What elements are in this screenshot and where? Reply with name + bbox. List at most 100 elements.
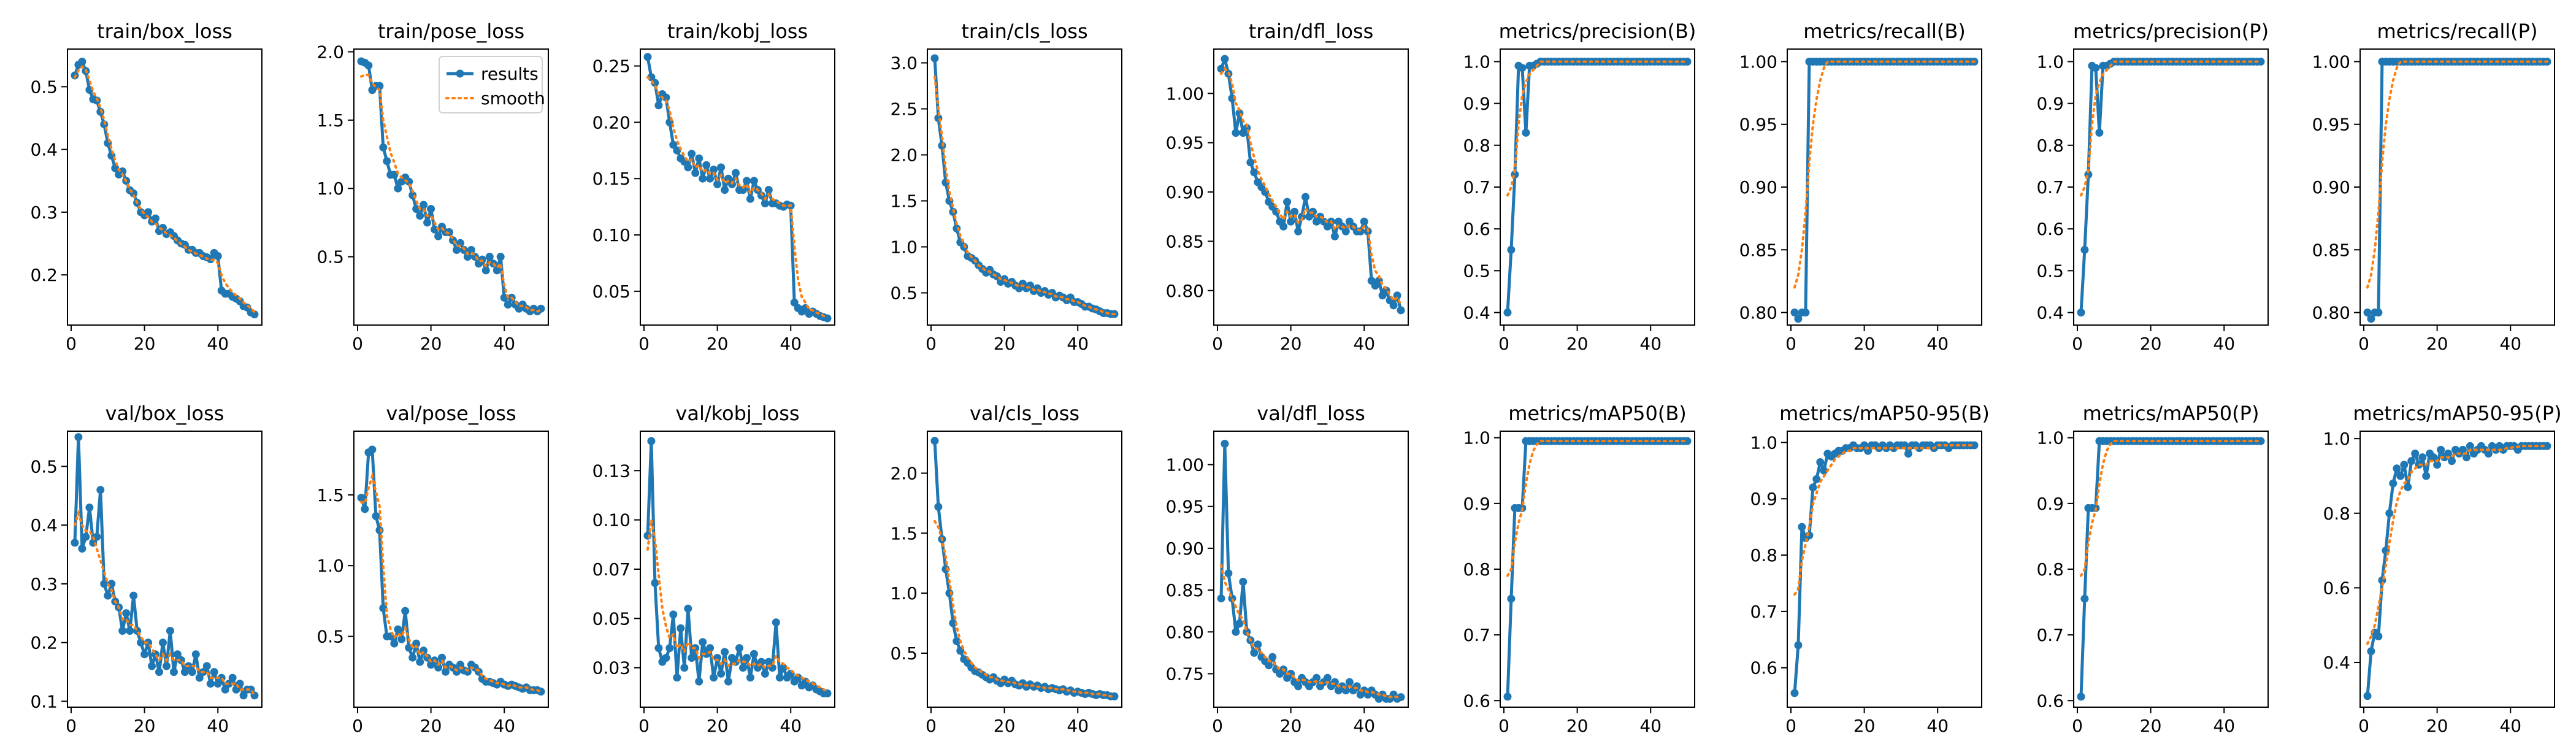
- results-point: [1683, 58, 1692, 66]
- legend-results-marker: [456, 69, 464, 78]
- results-point: [654, 101, 663, 110]
- y-tick-label: 0.4: [30, 140, 58, 160]
- plot-frame: [927, 48, 1122, 326]
- plot-frame: [1500, 431, 1695, 708]
- x-tick-label: 0: [2358, 334, 2369, 354]
- results-point: [2374, 632, 2383, 640]
- y-tick-label: 0.75: [1166, 664, 1204, 684]
- results-point: [1239, 578, 1248, 586]
- y-tick-label: 0.85: [2312, 240, 2350, 260]
- smooth-line: [646, 519, 829, 693]
- panel: metrics/mAP50(B) 0 20 40 0.6 0.7 0.8 0.9 1.0: [1463, 402, 1695, 736]
- y-tick-label: 1.0: [316, 178, 344, 199]
- plot-frame: [67, 48, 263, 326]
- results-point: [1265, 661, 1273, 670]
- y-tick-label: 1.5: [890, 191, 918, 212]
- y-tick-label: 0.05: [592, 282, 631, 302]
- legend: results smooth: [439, 56, 545, 113]
- y-tick-label: 0.4: [2036, 303, 2064, 323]
- plot-frame: [640, 48, 835, 326]
- y-tick-label: 0.6: [2323, 578, 2350, 598]
- results-point: [416, 212, 424, 220]
- results-point: [213, 252, 222, 260]
- results-point: [159, 638, 167, 647]
- y-tick-label: 0.5: [30, 456, 58, 477]
- results-point: [647, 437, 656, 445]
- x-tick-label: 0: [638, 716, 650, 736]
- legend-smooth-label: smooth: [481, 88, 545, 109]
- panel: train/kobj_loss 0 20 40 0.05 0.10 0.15 0.20 0.25: [592, 20, 835, 354]
- results-point: [2418, 453, 2427, 462]
- results-point: [1503, 692, 1512, 701]
- results-point: [2433, 461, 2442, 469]
- smooth-line: [1220, 564, 1402, 699]
- y-tick-label: 1.0: [1750, 432, 1777, 453]
- results-point: [684, 163, 692, 172]
- y-tick-label: 1.0: [1463, 428, 1490, 448]
- x-tick-label: 40: [493, 334, 515, 354]
- results-point: [129, 591, 138, 600]
- y-tick-label: 0.9: [1463, 494, 1490, 514]
- plot-frame: [2359, 48, 2555, 326]
- results-point: [2463, 453, 2471, 462]
- results-point: [746, 673, 754, 682]
- results-point: [732, 169, 740, 177]
- x-tick-label: 40: [1067, 334, 1089, 354]
- y-tick-label: 0.8: [1750, 545, 1777, 565]
- results-point: [2543, 442, 2551, 450]
- x-tick-label: 40: [1067, 716, 1089, 736]
- results-line: [359, 448, 542, 693]
- results-point: [699, 174, 707, 183]
- results-point: [1522, 128, 1530, 137]
- results-point: [665, 644, 674, 653]
- results-point: [2411, 450, 2420, 458]
- x-tick-label: 0: [1785, 716, 1796, 736]
- results-point: [1232, 129, 1240, 137]
- panel-title: metrics/mAP50-95(B): [1779, 402, 1990, 425]
- x-tick-label: 0: [926, 716, 937, 736]
- y-tick-label: 0.5: [1463, 261, 1490, 281]
- results-point: [104, 591, 112, 600]
- panel-title: train/cls_loss: [961, 20, 1087, 43]
- results-point: [442, 667, 450, 676]
- results-point: [2407, 457, 2416, 466]
- x-tick-label: 20: [994, 334, 1016, 354]
- x-tick-label: 0: [1212, 716, 1223, 736]
- y-tick-label: 0.5: [890, 643, 918, 664]
- y-tick-label: 0.13: [592, 461, 631, 481]
- y-tick-label: 0.6: [2036, 691, 2064, 711]
- panel-title: metrics/precision(B): [1499, 20, 1696, 43]
- results-point: [463, 667, 472, 676]
- results-point: [74, 433, 83, 442]
- results-point: [1360, 217, 1368, 226]
- results-point: [717, 163, 726, 172]
- y-tick-label: 0.5: [890, 283, 918, 304]
- results-point: [702, 161, 711, 169]
- y-tick-label: 0.5: [316, 247, 344, 267]
- results-point: [416, 657, 424, 666]
- results-point: [695, 677, 703, 686]
- smooth-line: [1793, 60, 1976, 289]
- results-point: [2448, 457, 2456, 466]
- results-point: [434, 232, 443, 240]
- panel: metrics/mAP50(P) 0 20 40 0.6 0.7 0.8 0.9 1.0: [2036, 402, 2269, 736]
- panel: val/pose_loss 0 20 40 0.5 1.0 1.5: [316, 402, 549, 736]
- panel-title: val/pose_loss: [386, 402, 516, 425]
- results-point: [372, 512, 380, 520]
- panel: train/pose_loss 0 20 40 0.5 1.0 1.5 2.0 results s…: [316, 20, 549, 354]
- results-point: [221, 685, 229, 694]
- smooth-line: [933, 519, 1116, 698]
- x-tick-label: 40: [2499, 334, 2521, 354]
- results-point: [1820, 466, 1828, 475]
- results-point: [2393, 464, 2401, 473]
- results-point: [2077, 309, 2085, 316]
- y-tick-label: 2.0: [890, 145, 918, 166]
- x-tick-label: 0: [2072, 334, 2083, 354]
- results-point: [1250, 168, 1259, 177]
- results-point: [2256, 58, 2265, 66]
- results-point: [761, 199, 769, 208]
- results-point: [699, 638, 707, 646]
- results-point: [456, 661, 464, 669]
- results-line: [73, 60, 256, 316]
